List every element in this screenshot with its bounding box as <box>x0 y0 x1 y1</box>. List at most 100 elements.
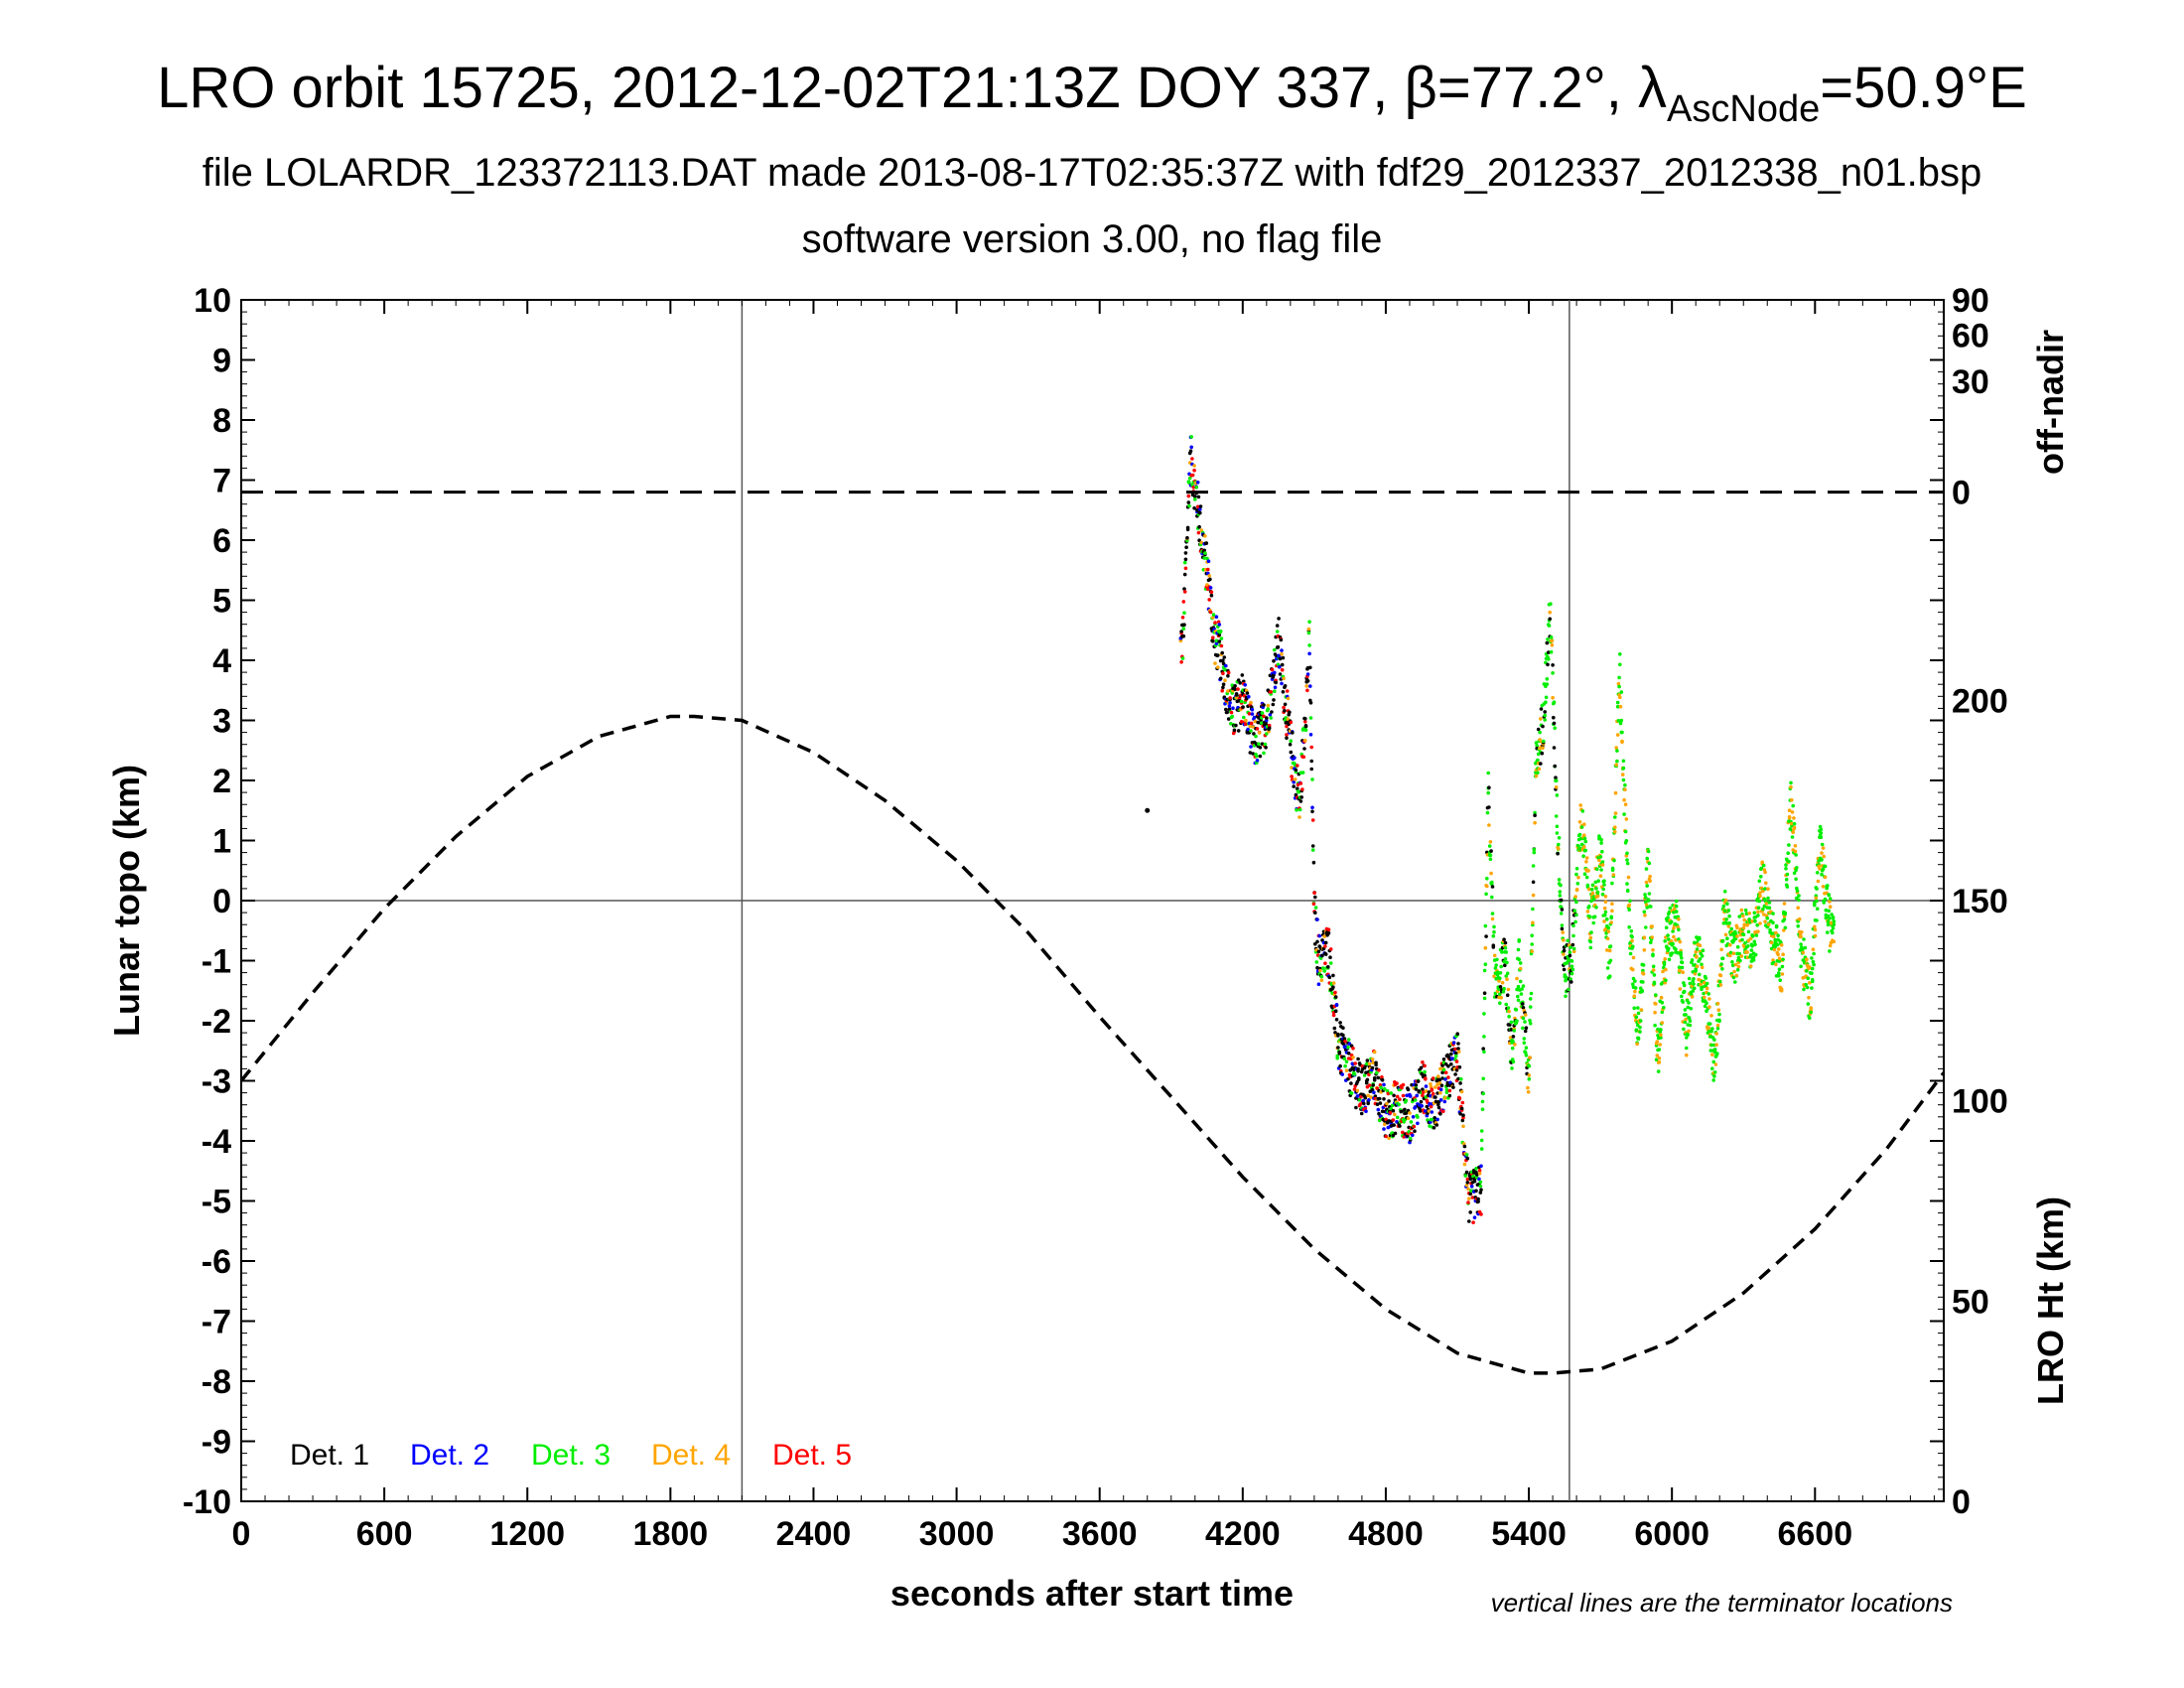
topo-point <box>1805 957 1809 961</box>
topo-point <box>1683 1020 1688 1025</box>
topo-point <box>1722 890 1727 894</box>
topo-point <box>1460 1118 1465 1123</box>
topo-point <box>1531 907 1535 912</box>
y-tick-label: 10 <box>194 282 231 320</box>
topo-point <box>1641 980 1645 984</box>
topo-point <box>1787 859 1791 864</box>
topo-point <box>1521 1002 1525 1006</box>
topo-point <box>1505 993 1510 997</box>
topo-point <box>1780 964 1785 969</box>
topo-point <box>1792 821 1797 826</box>
topo-point <box>1239 720 1244 724</box>
topo-point <box>1370 1057 1375 1061</box>
topo-point <box>1754 933 1759 937</box>
topo-point <box>1748 936 1753 940</box>
topo-point <box>1249 729 1253 733</box>
topo-point <box>1488 857 1493 862</box>
topo-point <box>1204 541 1209 545</box>
topo-point <box>1519 992 1524 996</box>
topo-point <box>1498 971 1503 975</box>
topo-point <box>1504 974 1508 978</box>
topo-point <box>1281 655 1286 660</box>
topo-point <box>1533 813 1537 817</box>
topo-point <box>1805 969 1809 973</box>
topo-point <box>1636 1036 1641 1041</box>
topo-point <box>1545 677 1550 681</box>
y-axis-label: Lunar topo (km) <box>106 765 147 1037</box>
topo-point <box>1655 1040 1660 1044</box>
topo-point <box>1468 1210 1472 1214</box>
topo-point <box>1505 971 1510 976</box>
topo-point <box>1767 906 1772 910</box>
topo-point <box>1278 664 1282 669</box>
topo-point <box>1444 1090 1449 1094</box>
topo-point <box>1763 887 1767 891</box>
topo-point <box>1531 920 1535 925</box>
topo-point <box>1730 963 1735 968</box>
topo-point <box>1828 949 1832 953</box>
topo-point <box>1731 951 1736 955</box>
topo-point <box>1306 631 1311 635</box>
topo-point <box>1278 672 1283 676</box>
topo-point <box>1570 971 1574 976</box>
topo-point <box>1815 918 1819 922</box>
topo-point <box>1292 784 1296 788</box>
topo-point <box>1653 1010 1657 1015</box>
topo-point <box>1700 954 1705 958</box>
topo-point <box>1564 994 1568 999</box>
topo-point <box>1827 909 1831 914</box>
topo-point <box>1236 678 1241 682</box>
topo-point <box>1622 812 1626 816</box>
topo-point <box>1634 1015 1639 1020</box>
topo-point <box>1609 920 1613 924</box>
topo-point <box>1624 817 1629 821</box>
topo-point <box>1303 728 1308 732</box>
topo-point <box>1382 1127 1386 1131</box>
topo-point <box>1553 726 1557 730</box>
topo-point <box>1390 1103 1395 1108</box>
topo-point <box>1385 1088 1390 1093</box>
topo-point <box>1306 627 1311 632</box>
topo-point <box>1285 689 1290 693</box>
topo-point <box>1504 1002 1508 1007</box>
topo-point <box>1476 1199 1480 1203</box>
topo-point <box>1321 966 1325 970</box>
y-tick-label: 7 <box>212 463 231 500</box>
topo-point <box>1402 1135 1406 1139</box>
chart-title: LRO orbit 15725, 2012-12-02T21:13Z DOY 3… <box>157 56 2027 130</box>
topo-point <box>1716 1008 1721 1012</box>
topo-point <box>1373 1094 1378 1098</box>
topo-point <box>1492 929 1496 934</box>
topo-point <box>1470 1196 1475 1199</box>
topo-point <box>1328 961 1333 965</box>
topo-point <box>1777 956 1782 960</box>
topo-point <box>1765 915 1770 920</box>
topo-point <box>1346 1052 1351 1055</box>
topo-point <box>1700 987 1704 992</box>
topo-point <box>1186 493 1191 498</box>
topo-point <box>1547 650 1551 654</box>
topo-point <box>1182 623 1186 627</box>
topo-point <box>1263 742 1268 747</box>
topo-point <box>1687 1001 1691 1005</box>
topo-point <box>1694 969 1698 973</box>
topo-point <box>1456 1076 1460 1081</box>
topo-point <box>1243 683 1247 687</box>
topo-point <box>1761 863 1766 868</box>
topo-point <box>1486 790 1490 795</box>
topo-point <box>1181 627 1186 631</box>
topo-point <box>1654 993 1658 997</box>
topo-point <box>1357 1077 1361 1081</box>
topo-point <box>1586 869 1590 873</box>
topo-point <box>1384 1117 1388 1122</box>
topo-point <box>1735 967 1740 972</box>
topo-point <box>1785 885 1790 889</box>
topo-point <box>1548 610 1552 615</box>
topo-point <box>1185 535 1189 540</box>
topo-point <box>1619 718 1624 723</box>
topo-point <box>1370 1065 1375 1070</box>
topo-point <box>1582 872 1587 876</box>
topo-point <box>1635 1042 1639 1047</box>
topo-point <box>1672 911 1676 914</box>
topo-point <box>1236 729 1241 733</box>
